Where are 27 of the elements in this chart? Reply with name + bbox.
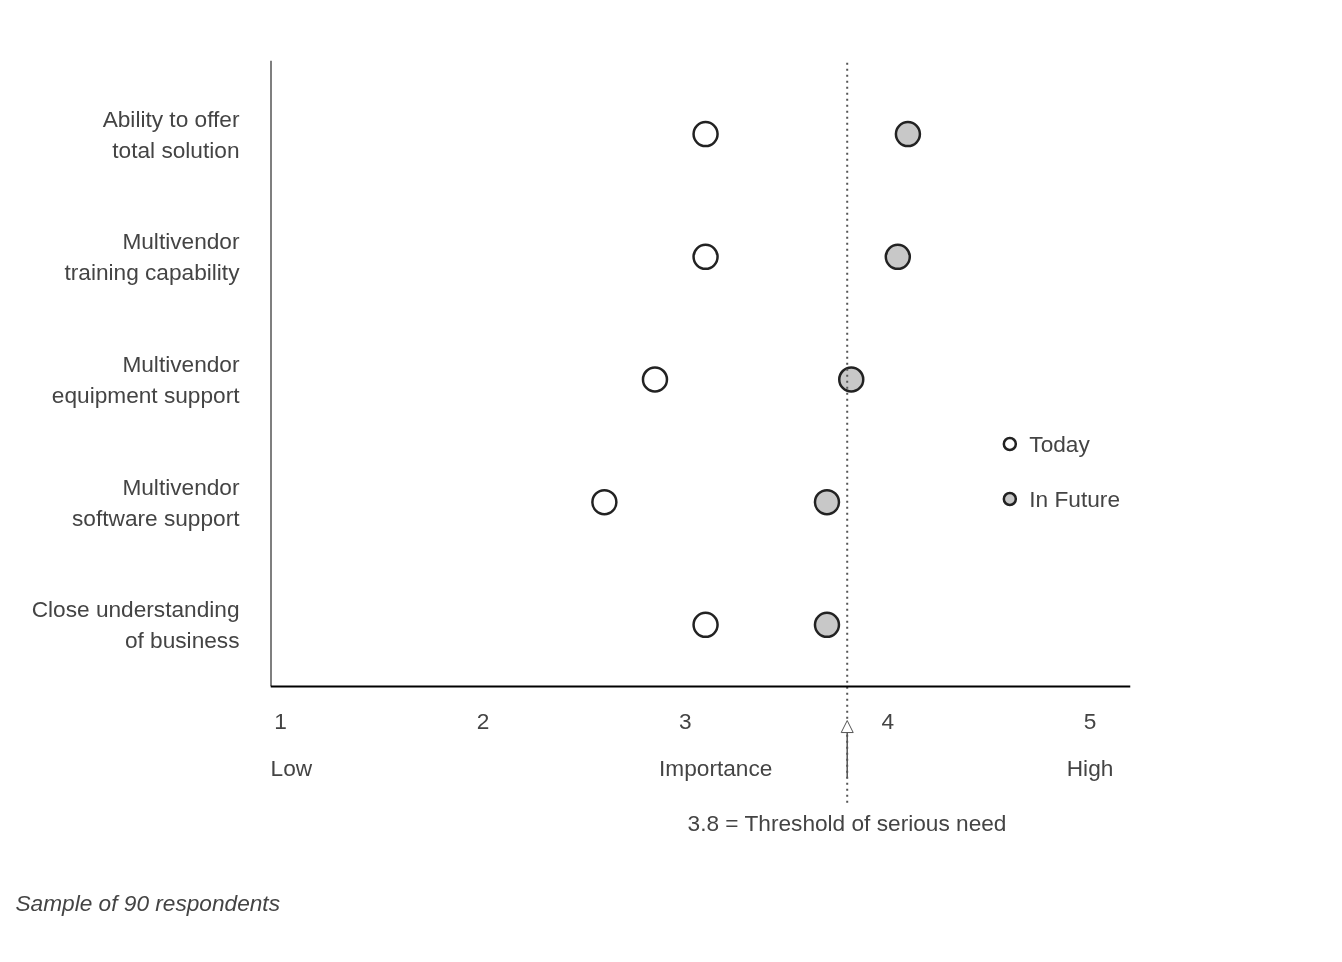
point (641, 366, 669, 393)
y-tick-label: Ability to offer total solution (102, 105, 240, 163)
x-tick-label: 5 (1083, 708, 1097, 735)
ref-line-label: 3.8 = Threshold of serious need (687, 810, 1007, 837)
point (591, 488, 618, 516)
x-tick-label: 4 (881, 708, 894, 735)
point (813, 488, 841, 516)
y-tick-label: Multivendor software support (72, 473, 241, 531)
text: Low (270, 755, 313, 782)
point (813, 611, 841, 639)
point (894, 120, 922, 148)
y-tick-label: Close understanding of business (31, 596, 240, 654)
text: Sample of 90 respondents (15, 889, 280, 916)
legend-label: Today (1029, 430, 1090, 457)
x-tick-label: 1 (274, 708, 287, 735)
point (692, 243, 719, 271)
point (838, 366, 865, 393)
point (692, 611, 719, 639)
x-tick-label: 3 (679, 708, 692, 735)
text: High (1066, 755, 1114, 782)
y-tick-label: Multivendor training capability (64, 228, 241, 286)
point (884, 243, 912, 271)
y-tick-label: Multivendor equipment support (51, 350, 241, 409)
legend-label: In Future (1029, 485, 1120, 512)
x-tick-label: 2 (476, 708, 490, 735)
x-axis-title: Importance (659, 755, 773, 782)
point (692, 120, 719, 148)
